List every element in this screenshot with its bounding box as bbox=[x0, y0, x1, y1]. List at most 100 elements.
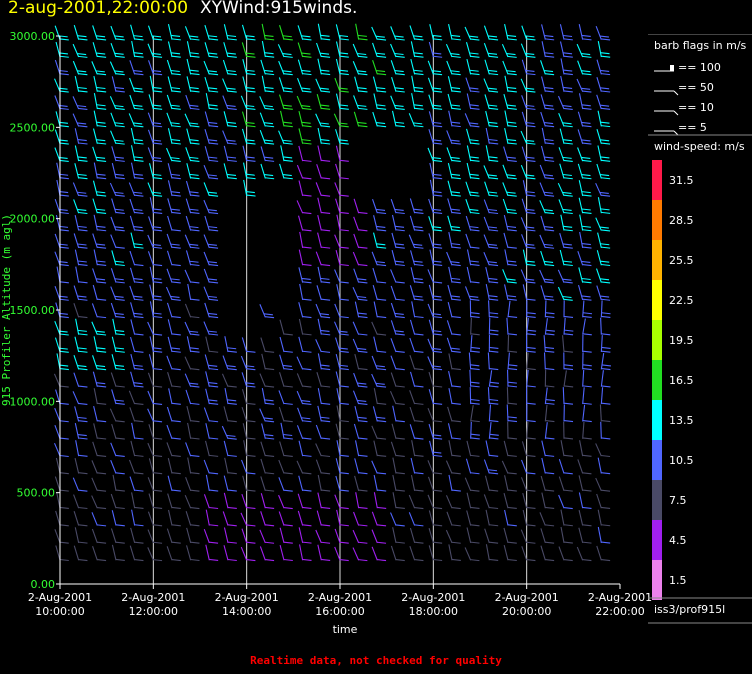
barb-flags-title: barb flags in m/s bbox=[654, 39, 747, 52]
wind-barb bbox=[260, 511, 275, 527]
colorbar-label: 10.5 bbox=[669, 454, 694, 467]
wind-barb bbox=[558, 459, 573, 475]
wind-barb bbox=[468, 352, 480, 371]
wind-barb bbox=[501, 43, 517, 58]
wind-barb bbox=[279, 441, 293, 457]
wind-barb bbox=[205, 474, 219, 492]
wind-barb bbox=[261, 40, 275, 58]
wind-barb bbox=[55, 111, 69, 128]
wind-barb bbox=[539, 182, 555, 197]
wind-barb bbox=[221, 425, 237, 440]
wind-barb bbox=[391, 423, 405, 440]
wind-barb bbox=[204, 146, 219, 162]
wind-barb bbox=[465, 198, 480, 215]
wind-barb bbox=[520, 43, 536, 58]
wind-barb bbox=[391, 110, 405, 128]
wind-barb bbox=[259, 373, 275, 388]
wind-barb bbox=[315, 443, 331, 458]
wind-barb bbox=[203, 407, 219, 423]
wind-barb bbox=[73, 303, 88, 319]
wind-barb bbox=[390, 302, 405, 319]
wind-barb bbox=[469, 300, 480, 319]
colorbar-swatch bbox=[652, 280, 662, 320]
wind-barb bbox=[316, 285, 331, 301]
wind-barb bbox=[205, 440, 219, 457]
colorbar-swatch bbox=[652, 360, 662, 400]
wind-barb bbox=[520, 78, 536, 93]
wind-barb bbox=[447, 76, 461, 93]
wind-barb bbox=[129, 407, 144, 423]
wind-barb bbox=[409, 406, 424, 423]
wind-barb bbox=[507, 421, 518, 440]
wind-barb bbox=[543, 335, 555, 353]
barb-flag-label: == 50 bbox=[678, 81, 714, 94]
wind-barb bbox=[541, 24, 555, 41]
wind-barb bbox=[483, 165, 499, 180]
wind-barb bbox=[411, 75, 424, 93]
wind-barb bbox=[92, 284, 107, 301]
wind-barb bbox=[540, 145, 555, 162]
wind-barb bbox=[259, 546, 275, 562]
wind-barb bbox=[371, 529, 387, 544]
wind-barb bbox=[128, 459, 144, 475]
wind-barb bbox=[203, 60, 219, 76]
wind-barb bbox=[371, 546, 387, 562]
wind-barb bbox=[522, 284, 536, 301]
wind-barb bbox=[129, 215, 144, 232]
wind-barb bbox=[335, 250, 349, 267]
colorbar-label: 7.5 bbox=[669, 494, 687, 507]
wind-barb bbox=[241, 42, 256, 58]
wind-barb bbox=[577, 147, 592, 162]
wind-barb bbox=[205, 423, 219, 440]
wind-barb bbox=[315, 42, 331, 58]
wind-barb bbox=[578, 197, 592, 214]
wind-barb bbox=[596, 94, 611, 110]
wind-barb bbox=[562, 387, 574, 405]
wind-barb bbox=[373, 301, 387, 319]
wind-barb bbox=[91, 477, 107, 492]
wind-barb bbox=[54, 424, 69, 440]
wind-barb bbox=[242, 475, 256, 492]
wind-barb bbox=[299, 283, 312, 301]
wind-barb bbox=[427, 60, 443, 76]
wind-barb bbox=[520, 529, 536, 544]
wind-barb bbox=[165, 286, 181, 301]
wind-barb bbox=[522, 180, 536, 197]
wind-barb bbox=[56, 179, 69, 197]
wind-barb bbox=[600, 352, 612, 371]
wind-barb bbox=[149, 301, 163, 319]
wind-barb bbox=[73, 285, 88, 301]
wind-barb bbox=[316, 164, 331, 180]
wind-barb bbox=[466, 162, 480, 180]
wind-barb bbox=[578, 509, 592, 527]
wind-barb bbox=[297, 407, 312, 423]
wind-barb bbox=[446, 251, 461, 267]
wind-barb bbox=[390, 95, 405, 110]
wind-barb bbox=[409, 319, 424, 336]
wind-barb bbox=[74, 527, 88, 544]
y-axis-label: 915 Profiler Altitude (m agl) bbox=[0, 214, 13, 406]
wind-barb bbox=[428, 371, 443, 388]
wind-barb bbox=[54, 285, 69, 301]
wind-barb bbox=[559, 249, 573, 267]
wind-barb bbox=[600, 387, 611, 405]
wind-barb bbox=[186, 406, 200, 423]
wind-barb bbox=[408, 234, 424, 249]
barb-flag-entry: == 50 bbox=[654, 81, 714, 96]
wind-barb bbox=[204, 129, 219, 145]
wind-barb bbox=[334, 546, 349, 562]
wind-barb bbox=[372, 267, 387, 284]
wind-barb bbox=[317, 388, 331, 405]
wind-barb bbox=[109, 61, 125, 76]
wind-barb bbox=[91, 512, 107, 527]
wind-barb bbox=[520, 165, 536, 180]
wind-barb bbox=[241, 337, 256, 353]
wind-barb bbox=[600, 300, 611, 319]
wind-barb bbox=[507, 300, 518, 319]
wind-speed-colorbar: 31.5 28.5 25.5 22.5 19.5 16.5 13.5 10.5 7.5 4.5 1.… bbox=[652, 160, 694, 600]
wind-barb bbox=[73, 372, 88, 388]
wind-barb bbox=[167, 493, 181, 510]
wind-barb bbox=[466, 93, 480, 110]
wind-barb bbox=[428, 510, 443, 527]
wind-barb bbox=[544, 318, 555, 336]
